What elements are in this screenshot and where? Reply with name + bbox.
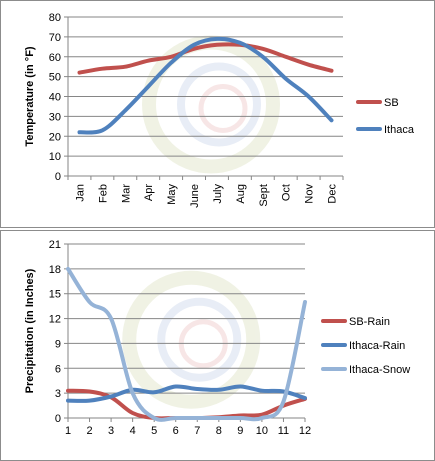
precipitation-x-tick-label: 5 [151,425,157,437]
temperature-series-line-ithaca [77,36,334,135]
precipitation-legend-label: Ithaca-Rain [349,340,405,352]
precipitation-y-tick-label: 3 [55,388,61,400]
temperature-x-tick-label: Sept [258,184,270,207]
precipitation-y-axis-title: Precipitation (in Inches) [24,268,36,393]
precipitation-y-tick-label: 18 [49,264,61,276]
temperature-x-tick-label: Oct [281,184,293,201]
precipitation-x-tick-label: 10 [256,425,268,437]
precipitation-x-tick-label: 9 [237,425,243,437]
precipitation-x-tick-label: 1 [65,425,71,437]
precipitation-series-line-ithaca-snow [66,266,307,422]
precipitation-x-tick-label: 12 [299,425,311,437]
watermark-ring [122,270,261,409]
temperature-chart: 0 10 20 30 40 50 60 70 80 Jan Feb Mar Apr May June July… [0,0,435,228]
precipitation-x-tick-label: 2 [86,425,92,437]
precipitation-x-tick-label: 4 [130,425,136,437]
temperature-x-tick-label: Feb [97,184,109,203]
temperature-x-tick-label: July [212,184,224,204]
temperature-x-tick-label: Dec [327,184,339,204]
temperature-y-tick-label: 0 [55,171,61,183]
watermark-inner-ring [177,62,261,147]
temperature-y-tick-label: 70 [49,32,61,44]
temperature-y-tick-label: 60 [49,52,61,64]
temperature-chart-svg: 0 10 20 30 40 50 60 70 80 Jan Feb Mar Apr May June July… [24,12,415,208]
precipitation-y-tick-label: 21 [49,239,61,251]
precipitation-chart: 0 3 6 9 12 15 18 21 1 2 3 4 5 6 7 8 9 10 11 12 Precipitation… [0,230,435,461]
temperature-y-tick-label: 30 [49,111,61,123]
watermark-ring [142,35,280,174]
precipitation-y-tick-label: 12 [49,314,61,326]
temperature-x-tick-label: June [189,184,201,208]
precipitation-y-tick-label: 15 [49,289,61,301]
temperature-legend-label: Ithaca [384,124,415,136]
precipitation-x-tick-label: 6 [173,425,179,437]
precipitation-y-tick-label: 9 [55,338,61,350]
precipitation-x-tick-label: 8 [216,425,222,437]
temperature-x-tick-label: Jan [74,184,86,202]
temperature-x-tick-label: Aug [235,184,247,204]
precipitation-x-tick-label: 11 [278,425,289,437]
precipitation-x-tick-label: 3 [108,425,114,437]
watermark-center-ring [198,83,248,133]
temperature-x-tick-label: Mar [120,184,132,203]
temperature-x-tick-label: Nov [304,184,316,204]
temperature-x-tick-label: Apr [143,184,155,201]
temperature-x-tick-label: May [166,184,178,205]
precipitation-legend-label: SB-Rain [349,316,390,328]
temperature-y-tick-label: 40 [49,92,61,104]
precipitation-legend-label: Ithaca-Snow [349,364,410,376]
temperature-series-line-sb [77,42,334,75]
temperature-y-tick-label: 50 [49,72,61,84]
temperature-y-axis-title: Temperature (in °F) [24,46,36,146]
precipitation-y-tick-label: 0 [55,413,61,425]
temperature-y-tick-label: 80 [49,12,61,24]
temperature-y-tick-label: 20 [49,131,61,143]
precipitation-series-line-ithaca-rain [66,384,307,403]
watermark-logo [142,35,280,174]
temperature-legend-label: SB [384,97,399,109]
temperature-y-tick-label: 10 [49,151,61,163]
watermark-logo [122,270,261,409]
watermark-inner-ring [157,297,242,382]
precipitation-y-tick-label: 6 [55,363,61,375]
precipitation-x-tick-label: 7 [194,425,200,437]
